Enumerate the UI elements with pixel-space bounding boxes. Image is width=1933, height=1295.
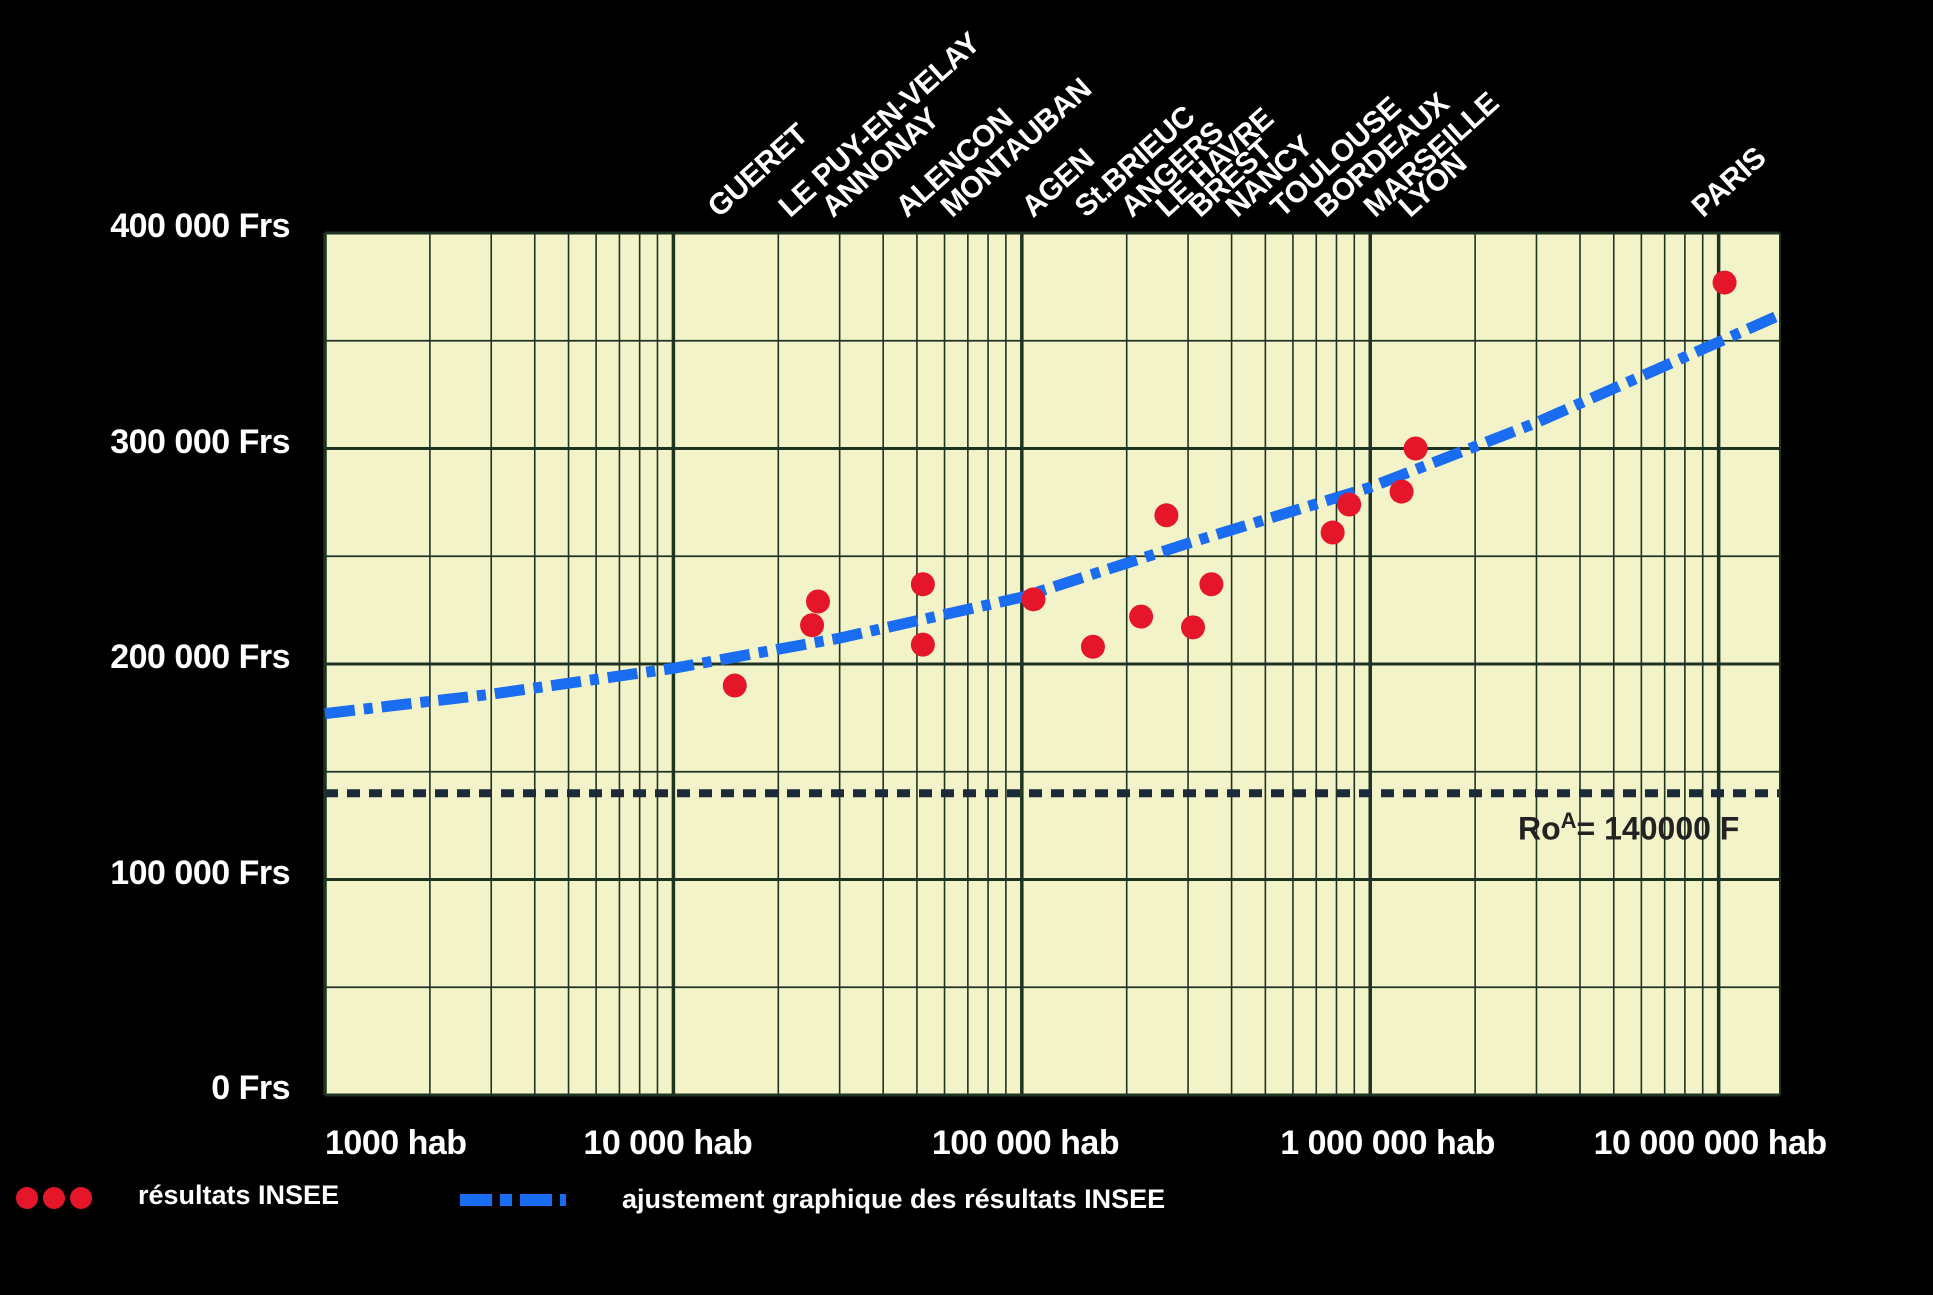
data-point xyxy=(1199,572,1223,596)
data-point xyxy=(1321,521,1345,545)
data-point xyxy=(911,572,935,596)
legend-line-swatch xyxy=(458,1190,568,1210)
legend-dash xyxy=(460,1194,492,1206)
data-point xyxy=(1154,503,1178,527)
data-point xyxy=(1390,480,1414,504)
x-tick-label: 100 000 hab xyxy=(932,1124,1119,1163)
legend-dash xyxy=(500,1194,512,1206)
data-point xyxy=(1129,605,1153,629)
legend-dash xyxy=(520,1194,552,1206)
y-tick-label: 300 000 Frs xyxy=(70,423,290,462)
data-point xyxy=(1181,615,1205,639)
reference-line-label: RoA= 140000 F xyxy=(1518,808,1739,848)
legend-dash xyxy=(560,1194,566,1206)
legend-dot xyxy=(43,1187,65,1209)
data-point xyxy=(1713,271,1737,295)
x-tick-label: 1 000 000 hab xyxy=(1280,1124,1495,1163)
y-tick-label: 0 Frs xyxy=(70,1069,290,1108)
x-tick-label: 10 000 hab xyxy=(583,1124,752,1163)
legend-dot xyxy=(16,1187,38,1209)
reference-label-tail: = 140000 F xyxy=(1577,811,1740,847)
data-point xyxy=(723,674,747,698)
data-point xyxy=(911,633,935,657)
x-tick-label: 10 000 000 hab xyxy=(1594,1124,1827,1163)
data-point xyxy=(1404,437,1428,461)
y-tick-label: 100 000 Frs xyxy=(70,854,290,893)
reference-label-sup: A xyxy=(1561,808,1577,833)
legend-points-label: résultats INSEE xyxy=(138,1180,339,1211)
reference-label-text: Ro xyxy=(1518,811,1561,847)
data-point xyxy=(806,590,830,614)
legend-line-label: ajustement graphique des résultats INSEE xyxy=(622,1184,1165,1215)
data-point xyxy=(1081,635,1105,659)
y-tick-label: 200 000 Frs xyxy=(70,638,290,677)
legend-dot xyxy=(70,1187,92,1209)
data-point xyxy=(1337,493,1361,517)
legend-points-swatch xyxy=(14,1184,98,1214)
y-tick-label: 400 000 Frs xyxy=(70,207,290,246)
data-point xyxy=(1021,587,1045,611)
x-tick-label: 1000 hab xyxy=(325,1124,467,1163)
data-point xyxy=(800,613,824,637)
